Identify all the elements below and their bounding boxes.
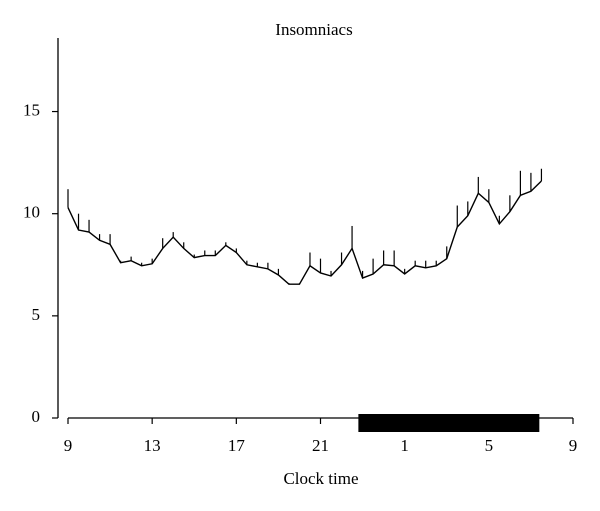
y-tick-label: 0 (32, 407, 41, 426)
x-axis-label: Clock time (283, 469, 358, 488)
x-tick-label: 9 (64, 436, 73, 455)
y-tick-label: 5 (32, 305, 41, 324)
x-tick-label: 17 (228, 436, 246, 455)
sleep-bar (358, 414, 540, 432)
x-tick-label: 1 (400, 436, 409, 455)
y-tick-label: 15 (23, 100, 40, 119)
series-line (67, 180, 542, 285)
x-tick-label: 21 (312, 436, 329, 455)
x-tick-label: 5 (485, 436, 494, 455)
x-tick-label: 13 (144, 436, 161, 455)
chart-title: Insomniacs (275, 20, 352, 39)
x-tick-label: 9 (569, 436, 578, 455)
y-tick-label: 10 (23, 203, 40, 222)
